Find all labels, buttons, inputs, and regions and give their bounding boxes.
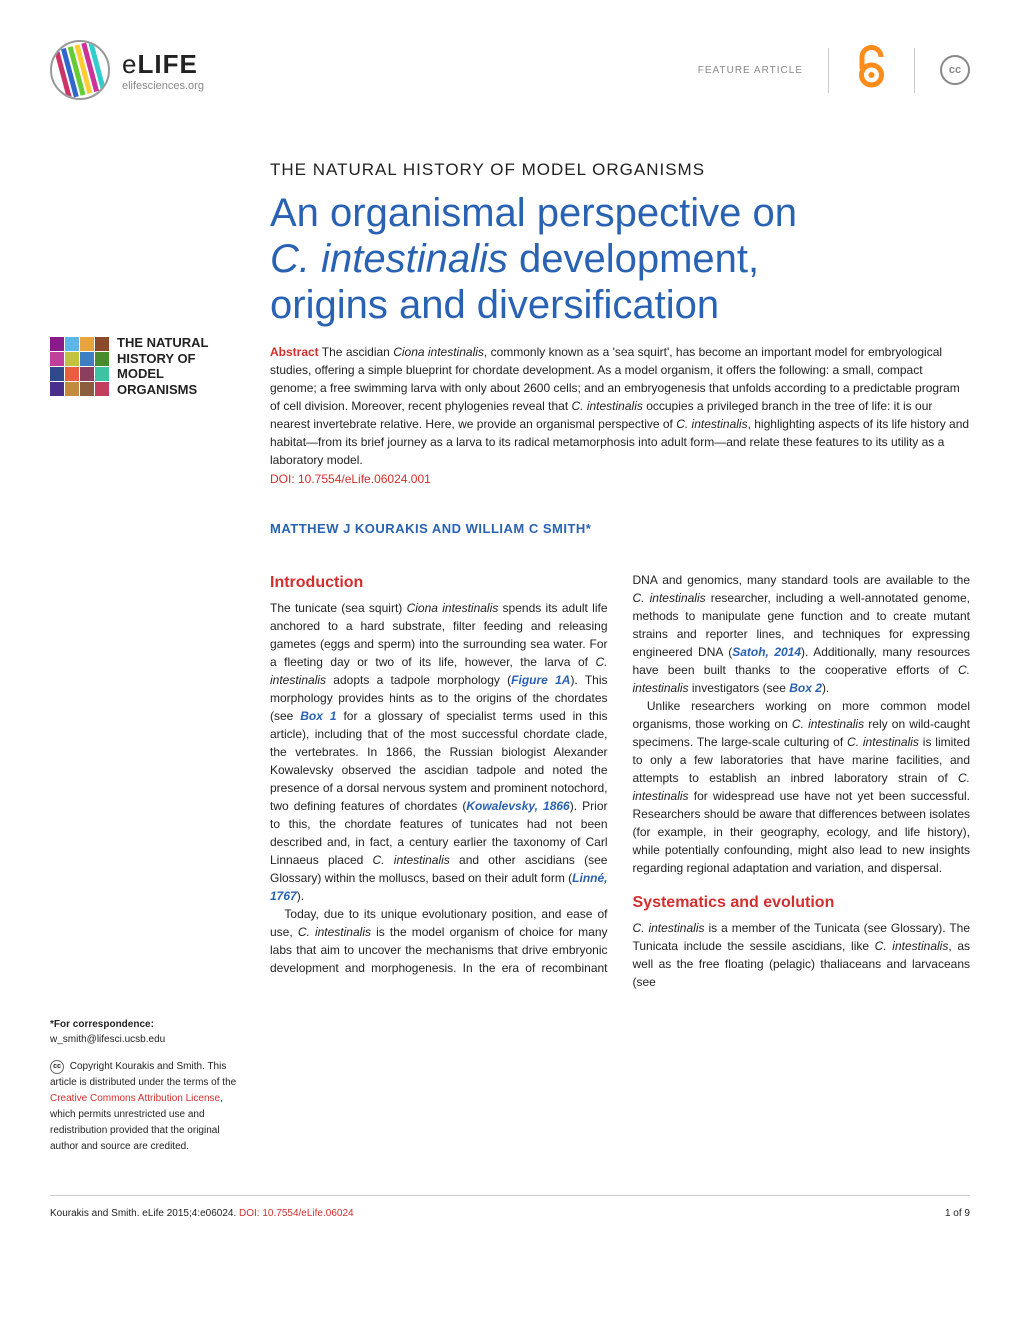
sidebar: THE NATURAL HISTORY OF MODEL ORGANISMS *…	[50, 160, 240, 1155]
box-link[interactable]: Box 2	[789, 681, 822, 695]
elife-logo-icon	[50, 40, 110, 100]
copyright-text-1: Copyright Kourakis and Smith. This artic…	[50, 1061, 236, 1088]
journal-url[interactable]: elifesciences.org	[122, 80, 204, 92]
intro-heading: Introduction	[270, 571, 608, 595]
page-number: 1 of 9	[945, 1208, 970, 1219]
copyright-block: cc Copyright Kourakis and Smith. This ar…	[50, 1059, 240, 1155]
systematics-paragraph-1: C. intestinalis is a member of the Tunic…	[633, 919, 971, 991]
abstract: Abstract The ascidian Ciona intestinalis…	[270, 343, 970, 469]
abstract-label: Abstract	[270, 345, 319, 359]
journal-logo[interactable]: eLIFE elifesciences.org	[50, 40, 204, 100]
page-header: eLIFE elifesciences.org FEATURE ARTICLE …	[50, 40, 970, 100]
intro-paragraph-3: Unlike researchers working on more commo…	[633, 697, 971, 877]
license-link[interactable]: Creative Commons Attribution License	[50, 1093, 220, 1104]
correspondence-block: *For correspondence: w_smith@lifesci.ucs…	[50, 1017, 240, 1047]
open-access-icon	[854, 43, 889, 98]
main-content: THE NATURAL HISTORY OF MODEL ORGANISMS A…	[270, 160, 970, 1155]
divider	[914, 48, 915, 93]
collection-grid-icon	[50, 337, 109, 396]
article-overline: THE NATURAL HISTORY OF MODEL ORGANISMS	[270, 160, 970, 180]
collection-badge[interactable]: THE NATURAL HISTORY OF MODEL ORGANISMS	[50, 335, 240, 397]
divider	[828, 48, 829, 93]
journal-name: eLIFE	[122, 49, 204, 80]
authors: MATTHEW J KOURAKIS AND WILLIAM C SMITH*	[270, 521, 970, 536]
article-type-label: FEATURE ARTICLE	[698, 65, 803, 76]
footer-doi-link[interactable]: DOI: 10.7554/eLife.06024	[239, 1208, 354, 1219]
page-footer: Kourakis and Smith. eLife 2015;4:e06024.…	[50, 1195, 970, 1219]
article-title: An organismal perspective on C. intestin…	[270, 190, 970, 328]
cc-license-icon[interactable]: cc	[940, 55, 970, 85]
figure-link[interactable]: Figure 1A	[511, 673, 570, 687]
box-link[interactable]: Box 1	[300, 709, 336, 723]
intro-paragraph-1: The tunicate (sea squirt) Ciona intestin…	[270, 599, 608, 905]
citation-link[interactable]: Satoh, 2014	[732, 645, 801, 659]
collection-title: THE NATURAL HISTORY OF MODEL ORGANISMS	[117, 335, 240, 397]
footer-citation: Kourakis and Smith. eLife 2015;4:e06024.…	[50, 1208, 354, 1219]
cc-inline-icon: cc	[50, 1060, 64, 1074]
systematics-heading: Systematics and evolution	[633, 891, 971, 915]
citation-link[interactable]: Kowalevsky, 1866	[466, 799, 569, 813]
correspondence-label: *For correspondence:	[50, 1017, 240, 1032]
correspondence-email[interactable]: w_smith@lifesci.ucsb.edu	[50, 1032, 240, 1047]
abstract-doi[interactable]: DOI: 10.7554/eLife.06024.001	[270, 472, 970, 486]
body-text: Introduction The tunicate (sea squirt) C…	[270, 571, 970, 991]
